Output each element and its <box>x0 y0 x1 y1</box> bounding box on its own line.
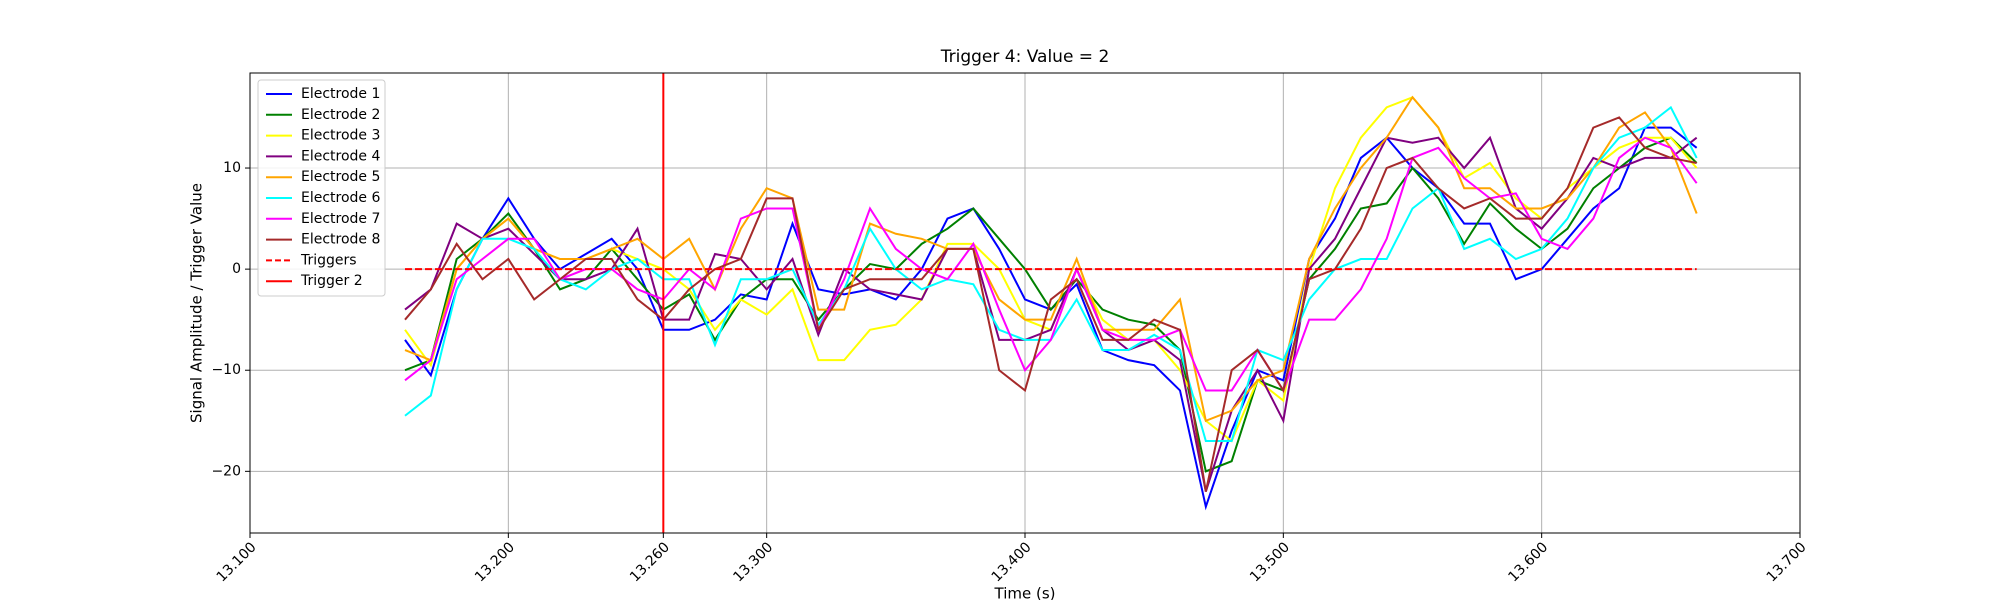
x-axis-label: Time (s) <box>994 585 1056 600</box>
legend-label: Electrode 4 <box>301 148 380 164</box>
legend-label: Electrode 8 <box>301 232 380 248</box>
y-axis-label: Signal Amplitude / Trigger Value <box>188 183 206 423</box>
chart-title: Trigger 4: Value = 2 <box>940 47 1110 67</box>
series-line <box>404 135 1698 492</box>
y-tick-label: −20 <box>211 463 241 479</box>
y-tick-label: 0 <box>232 261 241 277</box>
legend-label: Electrode 7 <box>301 211 380 227</box>
legend-label: Electrode 5 <box>301 169 380 185</box>
series-line <box>404 136 1698 473</box>
legend: Electrode 1 Electrode 2 Electrode 3 Electro… <box>257 79 386 297</box>
legend-label: Electrode 6 <box>301 190 380 206</box>
legend-label: Electrode 1 <box>301 86 380 102</box>
y-tick-label: −10 <box>211 362 241 378</box>
series-line <box>404 95 1698 423</box>
legend-label: Electrode 3 <box>301 128 380 144</box>
series-line <box>404 136 1698 393</box>
legend-label: Electrode 2 <box>301 107 380 123</box>
y-tick-label: 10 <box>223 160 241 176</box>
axes-frame <box>249 72 1801 534</box>
legend-box <box>257 79 386 297</box>
legend-label: Triggers <box>300 252 357 268</box>
legend-label: Trigger 2 <box>300 273 363 289</box>
series-line <box>404 116 1697 492</box>
